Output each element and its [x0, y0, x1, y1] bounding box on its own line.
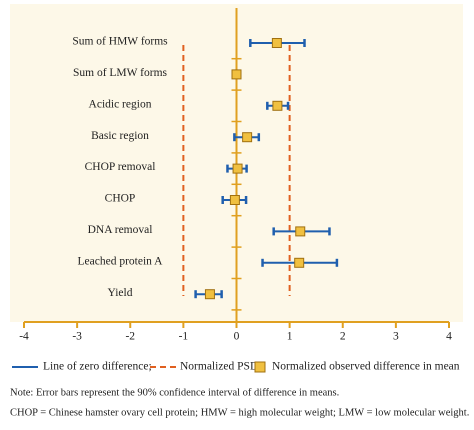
mean-marker	[229, 195, 240, 205]
mean-marker	[204, 289, 215, 300]
category-label: Basic region	[91, 130, 149, 142]
x-tick-label: 0	[234, 331, 240, 343]
category-label: Yield	[108, 287, 133, 299]
category-label: DNA removal	[88, 224, 153, 236]
mean-marker	[232, 163, 243, 174]
x-tick-label: 2	[340, 331, 346, 343]
x-tick-label: -2	[125, 331, 135, 343]
x-tick-label: -3	[72, 331, 82, 343]
legend-label: Line of zero difference;	[43, 361, 152, 373]
x-tick-label: 1	[287, 331, 293, 343]
mean-marker	[294, 257, 305, 268]
category-label: Sum of LMW forms	[73, 67, 168, 79]
note: CHOP = Chinese hamster ovary cell protei…	[10, 407, 469, 418]
category-label: Leached protein A	[78, 255, 164, 267]
mean-marker	[272, 100, 283, 111]
legend-label: Normalized observed difference in mean	[272, 361, 460, 373]
x-tick-label: 4	[446, 331, 452, 343]
legend-label: Normalized PSD;	[180, 361, 261, 373]
x-tick-label: 3	[393, 331, 399, 343]
x-tick-label: -1	[179, 331, 189, 343]
x-tick-label: -4	[19, 331, 29, 343]
category-label: CHOP	[105, 193, 136, 205]
category-label: Acidic region	[89, 98, 152, 110]
note: Note: Error bars represent the 90% confi…	[10, 387, 339, 398]
category-label: CHOP removal	[85, 161, 156, 173]
mean-marker	[271, 38, 282, 48]
mean-marker	[295, 226, 306, 237]
category-label: Sum of HMW forms	[72, 36, 168, 48]
mean-marker	[231, 69, 242, 80]
legend-marker	[254, 361, 266, 373]
mean-marker	[242, 132, 253, 143]
